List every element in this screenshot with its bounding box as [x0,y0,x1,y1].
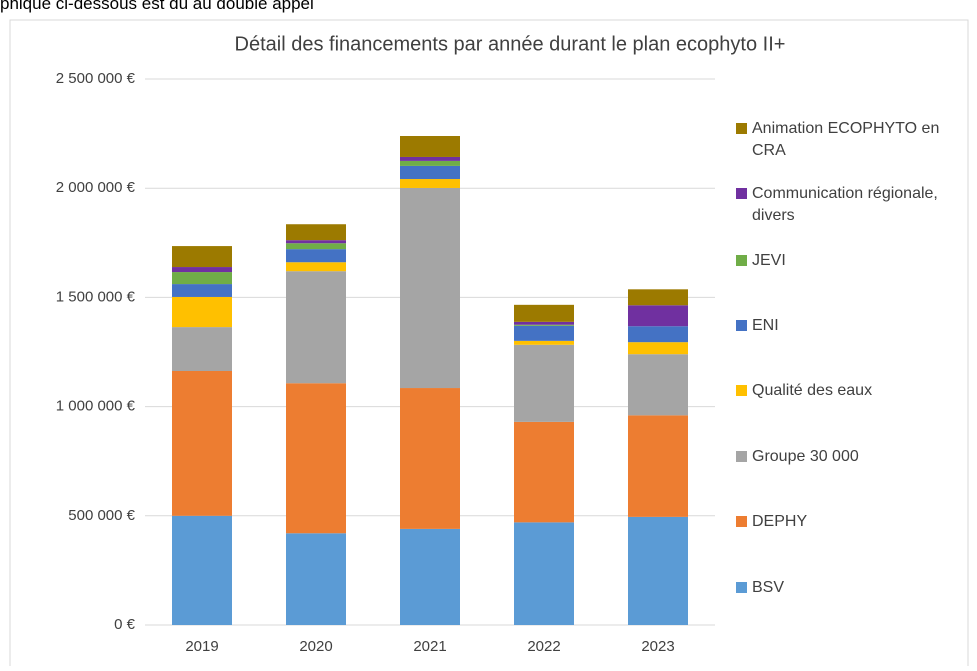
bar-segment [514,522,574,625]
bar-segment [628,516,688,625]
caption: phique ci-dessous est dû au double appel [0,0,314,13]
bar-segment [514,324,574,326]
legend-item: BSV [736,577,952,599]
legend-swatch [736,451,747,462]
legend-label: ENI [752,317,779,334]
y-tick-label: 1 000 000 € [56,398,136,415]
bar-segment [628,326,688,343]
bar-segment [286,271,346,384]
legend-swatch [736,320,747,331]
bar-segment [400,187,460,389]
bar-segment [514,340,574,345]
x-tick-label: 2023 [641,638,674,655]
chart-border [9,19,969,671]
bar-segment [514,344,574,422]
bar-segment [172,296,232,328]
bar-segment [628,342,688,355]
legend-item: ENI [736,315,952,337]
legend-label: Qualité des eaux [752,382,873,399]
bar-segment [286,249,346,263]
bar-segment [286,533,346,625]
y-tick-label: 2 500 000 € [56,70,136,87]
x-tick-label: 2019 [185,638,218,655]
x-tick-label: 2020 [299,638,332,655]
bar-segment [172,284,232,297]
bar-segment [514,325,574,341]
legend-label: BSV [752,579,785,596]
legend-swatch [736,516,747,527]
bar-segment [628,289,688,306]
bar-segment [172,327,232,372]
x-tick-label: 2021 [413,638,446,655]
legend-item: DEPHY [736,511,952,533]
legend-item: Animation ECOPHYTO en CRA [736,118,952,162]
legend-item: Groupe 30 000 [736,446,952,468]
legend-label: Communication régionale, divers [752,185,938,224]
bar-segment [400,179,460,188]
legend-item: JEVI [736,250,952,272]
bar-segment [172,515,232,625]
bar-segment [400,156,460,161]
bar-segment [400,528,460,625]
legend-label: Groupe 30 000 [752,448,859,465]
bar-segment [400,165,460,180]
bar-segment [400,388,460,529]
legend-label: DEPHY [752,513,808,530]
bar-segment [286,262,346,272]
y-tick-label: 2 000 000 € [56,179,136,196]
bar-segment [628,415,688,517]
legend-swatch [736,188,747,199]
legend-swatch [736,385,747,396]
bar-segment [514,321,574,325]
legend-swatch [736,255,747,266]
chart-title: Détail des financements par année durant… [235,33,786,55]
y-tick-label: 0 € [114,616,136,633]
legend-item: Communication régionale, divers [736,183,952,227]
bar-segment [286,243,346,250]
y-tick-label: 1 500 000 € [56,288,136,305]
bar-segment [172,371,232,516]
bar-segment [400,160,460,166]
bar-segment [514,304,574,322]
legend-label: JEVI [752,252,786,269]
bar-segment [172,246,232,268]
legend-label: Animation ECOPHYTO en CRA [752,120,940,159]
legend-swatch [736,582,747,593]
legend-swatch [736,123,747,134]
bar-segment [628,354,688,416]
bar-segment [286,240,346,244]
x-tick-label: 2022 [527,638,560,655]
bar-segment [628,305,688,327]
legend-item: Qualité des eaux [736,380,952,402]
bar-segment [286,224,346,241]
bar-segment [400,136,460,157]
bar-segment [514,421,574,523]
y-tick-label: 500 000 € [68,507,135,524]
bar-segment [286,383,346,534]
bar-segment [172,267,232,273]
bar-segment [172,272,232,285]
